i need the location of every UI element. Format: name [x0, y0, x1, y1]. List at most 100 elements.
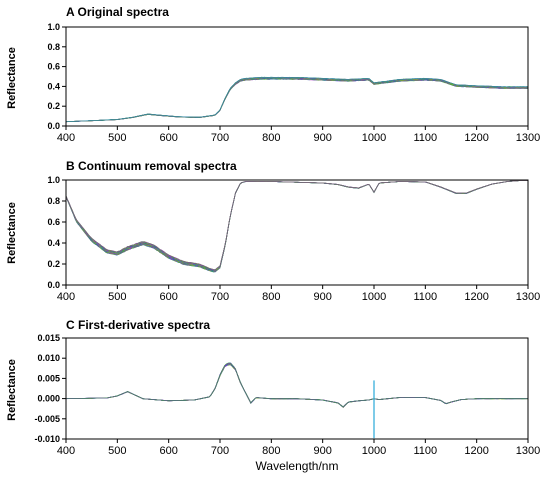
panel-a-y-axis-label: Reflectance: [6, 47, 18, 109]
x-tick-label: 900: [313, 291, 331, 303]
y-tick-label: 1.0: [47, 175, 60, 185]
spectrum-line: [65, 76, 529, 122]
spectrum-line: [66, 77, 528, 122]
panel-c-series: [65, 362, 529, 439]
spectrum-line: [65, 363, 529, 408]
spectrum-line: [65, 180, 528, 270]
panel-c-plot-frame: [65, 337, 529, 440]
spectrum-line: [66, 363, 528, 408]
y-tick-label: 0.0: [47, 280, 60, 290]
spectrum-line: [66, 363, 529, 408]
panel-a: A Original spectra Reflectance 400 500 600…: [6, 5, 540, 144]
spectrum-line: [65, 180, 528, 271]
spectrum-line: [65, 180, 528, 272]
spectrum-line: [65, 180, 528, 270]
panel-b-y-axis-label: Reflectance: [6, 202, 18, 264]
spectrum-line: [65, 180, 528, 271]
spectrum-line: [65, 180, 528, 272]
x-tick-label: 500: [108, 132, 126, 144]
spectrum-line: [65, 180, 528, 271]
spectrum-line: [65, 77, 529, 122]
spectrum-line: [65, 180, 528, 272]
spectrum-line: [65, 77, 528, 122]
x-tick-label: 700: [211, 291, 229, 303]
x-tick-label: 1300: [516, 445, 540, 457]
spectrum-line: [65, 77, 529, 122]
panel-a-plot-frame: [65, 26, 529, 127]
spectrum-line: [66, 77, 528, 122]
y-tick-label: 0.2: [47, 101, 60, 111]
spectrum-line: [66, 76, 529, 122]
spectrum-line: [65, 363, 528, 408]
spectrum-line: [66, 363, 528, 408]
y-tick-label: 0.4: [47, 81, 60, 91]
spectrum-line: [65, 77, 529, 122]
x-tick-label: 600: [159, 291, 177, 303]
spectrum-line: [65, 180, 528, 271]
spectrum-line: [65, 180, 528, 271]
spectrum-line: [65, 180, 528, 272]
x-tick-label: 800: [262, 445, 280, 457]
spectrum-line: [65, 180, 528, 272]
x-tick-label: 1300: [516, 132, 540, 144]
spectrum-line: [65, 180, 528, 273]
spectrum-line: [65, 77, 528, 122]
spectrum-line: [65, 180, 528, 271]
spectrum-line: [66, 363, 528, 408]
spectrum-line: [65, 363, 529, 408]
spectrum-line: [65, 77, 529, 122]
panel-b-title: B Continuum removal spectra: [66, 159, 237, 173]
x-tick-label: 1100: [414, 132, 438, 144]
panel-b: B Continuum removal spectra Reflectance …: [6, 159, 540, 303]
y-tick-label: 0.6: [47, 217, 60, 227]
x-tick-label: 1200: [464, 132, 488, 144]
spectrum-line: [65, 180, 528, 273]
y-tick-label: 0.4: [47, 238, 60, 248]
x-tick-label: 1000: [362, 132, 386, 144]
panel-b-axes: 400 500 600 700 800 900 1000 1100 1200 1300 0.0 0.2…: [47, 175, 540, 303]
spectrum-line: [65, 180, 528, 271]
y-tick-label: -0.005: [34, 414, 60, 424]
spectrum-line: [65, 77, 529, 122]
x-tick-label: 400: [57, 291, 75, 303]
spectrum-line: [65, 180, 528, 272]
x-tick-label: 600: [159, 445, 177, 457]
spectrum-line: [65, 180, 528, 271]
x-tick-label: 700: [211, 132, 229, 144]
spectrum-line: [65, 77, 529, 122]
spectrum-line: [65, 77, 529, 122]
spectrum-line: [65, 77, 529, 122]
spectrum-line: [65, 180, 528, 271]
y-tick-label: 0.6: [47, 62, 60, 72]
spectrum-line: [65, 180, 528, 272]
spectrum-line: [65, 180, 528, 272]
x-tick-label: 1200: [464, 291, 488, 303]
spectrum-line: [65, 77, 529, 122]
spectrum-line: [65, 180, 528, 271]
x-tick-label: 500: [108, 291, 126, 303]
panel-c-axes: 400 500 600 700 800 900 1000 1100 1200 1300 -0.010…: [34, 333, 540, 457]
panel-a-axes: 400 500 600 700 800 900 1000 1100 1200 1300 0.0 0.2…: [47, 22, 540, 144]
spectrum-line: [66, 363, 528, 408]
spectrum-line: [66, 77, 529, 122]
spectrum-line: [65, 76, 528, 122]
spectrum-line: [65, 180, 528, 272]
panel-b-plot-frame: [65, 179, 529, 286]
spectrum-line: [66, 364, 528, 408]
spectrum-line: [65, 180, 528, 272]
x-tick-label: 1000: [362, 291, 386, 303]
spectrum-line: [65, 180, 528, 271]
y-tick-label: 1.0: [47, 22, 60, 32]
spectrum-line: [65, 180, 528, 272]
x-axis-title: Wavelength/nm: [256, 459, 339, 473]
y-tick-label: 0.2: [47, 259, 60, 269]
panel-c-title: C First-derivative spectra: [66, 318, 210, 332]
spectrum-line: [65, 180, 528, 271]
x-tick-label: 900: [313, 445, 331, 457]
x-tick-label: 1300: [516, 291, 540, 303]
x-tick-label: 600: [159, 132, 177, 144]
panel-c: C First-derivative spectra Reflectance 4…: [6, 318, 540, 473]
x-tick-label: 500: [108, 445, 126, 457]
spectrum-line: [66, 364, 529, 408]
